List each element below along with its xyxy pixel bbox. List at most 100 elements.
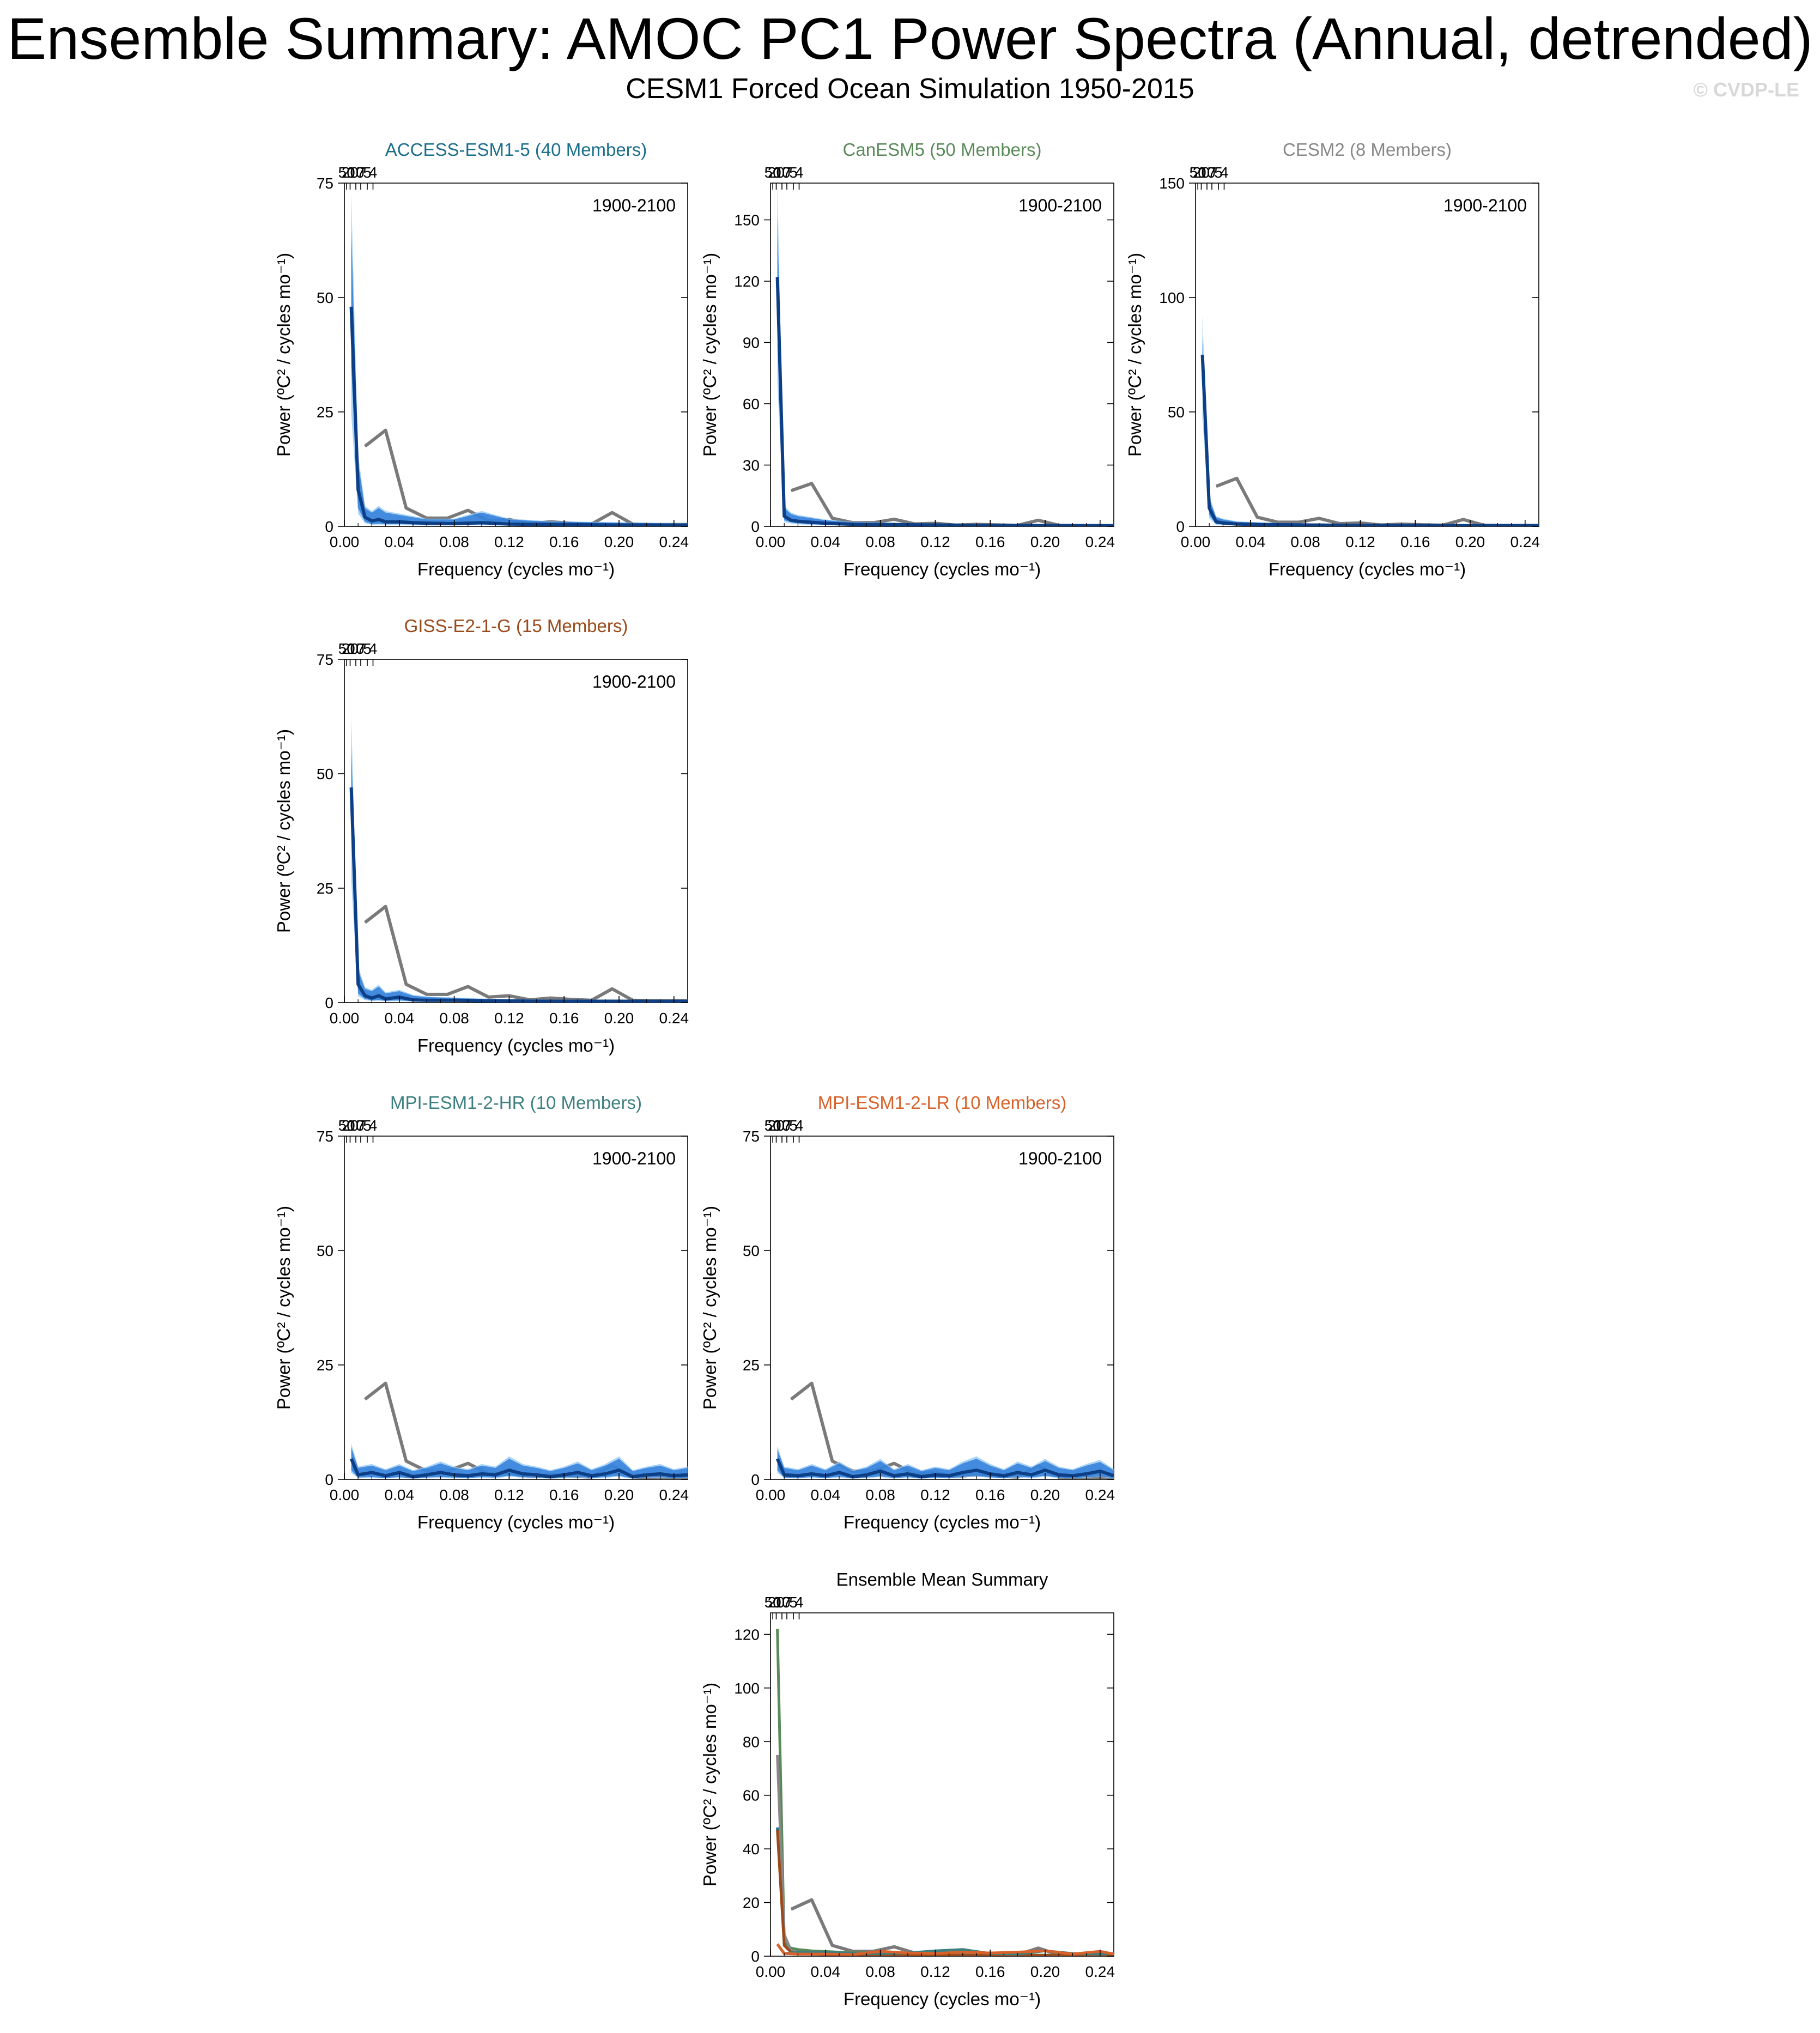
y-tick-label: 0: [325, 994, 333, 1011]
x-tick-label: 0.00: [756, 1486, 786, 1503]
panel-title: CESM2 (8 Members): [1283, 139, 1452, 160]
top-tick-label: 7: [356, 640, 365, 657]
x-axis-label: Frequency (cycles mo⁻¹): [844, 1512, 1041, 1532]
x-tick-label: 0.12: [920, 533, 950, 550]
y-tick-label: 75: [743, 1128, 760, 1145]
x-tick-label: 0.00: [330, 1010, 360, 1027]
y-tick-label: 20: [743, 1895, 760, 1911]
top-tick-label: 7: [782, 1594, 791, 1611]
plot-frame: [344, 183, 688, 527]
x-tick-label: 0.16: [975, 1963, 1005, 1980]
top-tick-label: 20: [768, 1594, 785, 1611]
top-tick-label: 7: [356, 1117, 365, 1134]
x-tick-label: 0.04: [385, 1486, 415, 1503]
x-axis-label: Frequency (cycles mo⁻¹): [844, 1989, 1041, 2009]
chart-panel-cesm2: 0.00 0.04 0.08 0.12 0.16 0.20 0.24050100150502…: [1125, 139, 1540, 579]
x-tick-label: 0.20: [1030, 1963, 1060, 1980]
credit-watermark: © CVDP-LE: [1693, 78, 1799, 101]
x-tick-label: 0.00: [330, 533, 360, 550]
period-label: 1900-2100: [592, 196, 676, 215]
top-tick-label: 50: [765, 164, 781, 181]
top-tick-label: 10: [773, 1117, 790, 1134]
y-tick-label: 0: [325, 1471, 333, 1488]
y-axis-label: Power (ºC² / cycles mo⁻¹): [274, 253, 294, 457]
x-tick-label: 0.12: [494, 533, 524, 550]
plot-data: [349, 715, 688, 1003]
x-tick-label: 0.24: [1085, 533, 1115, 550]
top-tick-label: 20: [768, 164, 785, 181]
x-tick-label: 0.08: [439, 1486, 469, 1503]
x-tick-label: 0.20: [1030, 1486, 1060, 1503]
ensemble-mean-line: [349, 1458, 688, 1478]
chart-panel-mpi_lr: 0.00 0.04 0.08 0.12 0.16 0.20 0.24025507550201…: [700, 1093, 1115, 1532]
y-tick-label: 40: [743, 1841, 760, 1858]
y-tick-label: 50: [317, 289, 333, 306]
x-tick-label: 0.16: [1400, 533, 1430, 550]
top-tick-label: 7: [782, 1117, 791, 1134]
y-axis-label: Power (ºC² / cycles mo⁻¹): [700, 253, 720, 457]
y-tick-label: 25: [317, 880, 333, 897]
top-tick-label: 4: [795, 164, 804, 181]
y-tick-label: 90: [743, 335, 760, 351]
top-tick-label: 4: [795, 1594, 804, 1611]
plot-data: [775, 1381, 1114, 1479]
plot-frame: [770, 1136, 1114, 1480]
x-tick-label: 0.12: [1345, 533, 1375, 550]
ensemble-mean-line: [775, 1458, 1114, 1478]
y-tick-label: 25: [743, 1357, 760, 1374]
y-tick-label: 0: [751, 1471, 760, 1488]
panel-title: GISS-E2-1-G (15 Members): [404, 616, 628, 636]
top-tick-label: 7: [782, 164, 791, 181]
x-tick-label: 0.08: [1290, 533, 1320, 550]
x-tick-label: 0.24: [659, 1486, 689, 1503]
top-tick-label: 50: [1190, 164, 1206, 181]
top-tick-label: 7: [1208, 164, 1216, 181]
y-axis-label: Power (ºC² / cycles mo⁻¹): [274, 1206, 294, 1410]
x-tick-label: 0.04: [811, 533, 841, 550]
x-tick-label: 0.08: [439, 1010, 469, 1027]
ensemble-mean-line: [349, 787, 688, 1003]
x-tick-label: 0.00: [330, 1486, 360, 1503]
y-tick-label: 0: [1176, 518, 1185, 535]
top-tick-label: 10: [1198, 164, 1215, 181]
top-tick-label: 20: [768, 1117, 785, 1134]
page-subtitle: CESM1 Forced Ocean Simulation 1950-2015: [626, 73, 1194, 105]
y-tick-label: 150: [1159, 175, 1185, 192]
period-label: 1900-2100: [1018, 1149, 1102, 1168]
y-tick-label: 75: [317, 651, 333, 668]
top-tick-label: 10: [347, 164, 364, 181]
x-tick-label: 0.04: [811, 1486, 841, 1503]
x-tick-label: 0.16: [549, 533, 579, 550]
y-tick-label: 0: [325, 518, 333, 535]
y-axis-label: Power (ºC² / cycles mo⁻¹): [1125, 253, 1145, 457]
x-tick-label: 0.08: [865, 533, 895, 550]
x-tick-label: 0.08: [865, 1963, 895, 1980]
plot-frame: [344, 1136, 688, 1480]
plot-frame: [344, 659, 688, 1003]
x-tick-label: 0.20: [604, 1486, 634, 1503]
y-tick-label: 120: [734, 1626, 760, 1643]
chart-panel-mpi_hr: 0.00 0.04 0.08 0.12 0.16 0.20 0.24025507550201…: [274, 1093, 689, 1532]
top-tick-label: 10: [773, 1594, 790, 1611]
top-tick-label: 4: [369, 1117, 378, 1134]
panel-title: MPI-ESM1-2-LR (10 Members): [818, 1093, 1067, 1113]
top-tick-label: 5: [363, 164, 372, 181]
x-tick-label: 0.00: [756, 533, 786, 550]
x-tick-label: 0.24: [659, 533, 689, 550]
x-tick-label: 0.24: [1085, 1486, 1115, 1503]
y-axis-label: Power (ºC² / cycles mo⁻¹): [700, 1206, 720, 1410]
ensemble-spread-inner: [351, 1447, 688, 1479]
x-tick-label: 0.12: [920, 1486, 950, 1503]
x-tick-label: 0.20: [1030, 533, 1060, 550]
top-tick-label: 4: [795, 1117, 804, 1134]
top-tick-label: 5: [363, 1117, 372, 1134]
top-tick-label: 50: [765, 1117, 781, 1134]
top-tick-label: 5: [363, 640, 372, 657]
top-tick-label: 20: [342, 1117, 359, 1134]
x-tick-label: 0.00: [756, 1963, 786, 1980]
y-tick-label: 0: [751, 1948, 760, 1965]
top-tick-label: 20: [1193, 164, 1210, 181]
x-tick-label: 0.08: [439, 533, 469, 550]
top-tick-label: 4: [1220, 164, 1229, 181]
panel-title: ACCESS-ESM1-5 (40 Members): [385, 139, 647, 160]
